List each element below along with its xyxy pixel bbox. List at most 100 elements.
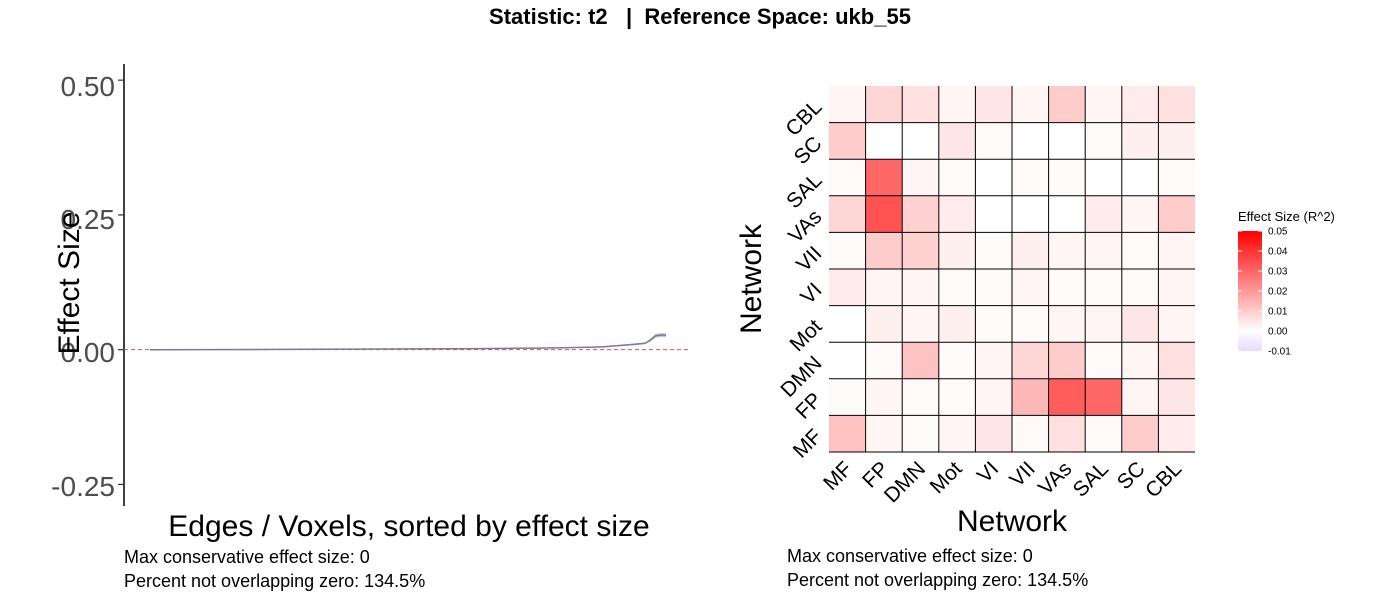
- heatmap-cell: [865, 305, 903, 343]
- heatmap-cell: [1012, 195, 1049, 233]
- heatmap-cell: [1085, 378, 1122, 416]
- heatmap-cell: [1121, 305, 1159, 343]
- y-tick-label: -0.25: [51, 471, 115, 502]
- y-tick-label: 0.50: [60, 71, 116, 102]
- heatmap-cell: [1158, 86, 1195, 123]
- heatmap-cell: [829, 195, 866, 233]
- heatmap-cell: [1048, 159, 1086, 196]
- effect-size-line: [149, 334, 666, 351]
- heatmap-cell: [865, 269, 903, 306]
- heatmap-y-tick-label: VII: [792, 242, 826, 276]
- legend-tick-label: 0.03: [1268, 267, 1288, 278]
- heatmap-cell: [1158, 122, 1195, 160]
- heatmap-cell: [1121, 86, 1159, 123]
- heatmap-cell: [1048, 232, 1086, 269]
- heatmap-x-tick-label: VI: [973, 457, 1003, 487]
- heatmap-cell: [1012, 305, 1049, 343]
- heatmap-cell: [938, 415, 976, 452]
- heatmap-cell: [902, 342, 939, 379]
- heatmap-cell: [865, 86, 903, 123]
- heatmap-cell: [1121, 269, 1159, 306]
- heatmap-cell: [975, 159, 1012, 196]
- heatmap-y-tick-label: DMN: [776, 352, 826, 402]
- heatmap-cell: [902, 269, 939, 306]
- heatmap-cell: [1121, 122, 1159, 160]
- heatmap-cell: [1121, 195, 1159, 233]
- heatmap-cell: [1121, 159, 1159, 196]
- heatmap-cell: [975, 195, 1012, 233]
- legend-title: Effect Size (R^2): [1238, 209, 1335, 224]
- heatmap-cell: [1121, 342, 1159, 379]
- heatmap-cell: [829, 305, 866, 343]
- heatmap-cell: [1012, 232, 1049, 269]
- legend-tick-label: -0.01: [1268, 347, 1291, 358]
- heatmap-cell: [1158, 269, 1195, 306]
- chart-title: Statistic: t2 | Reference Space: ukb_55: [489, 4, 911, 29]
- heatmap-cell: [975, 232, 1012, 269]
- legend-tick-label: 0.00: [1268, 327, 1288, 338]
- heatmap-x-tick-label: VII: [1005, 457, 1039, 491]
- heatmap-cell: [865, 415, 903, 452]
- heatmap-cell: [1158, 305, 1195, 343]
- heatmap-cell: [938, 305, 976, 343]
- heatmap-cell: [1085, 415, 1122, 452]
- heatmap-cell: [938, 232, 976, 269]
- heatmap-cell: [865, 195, 903, 233]
- heatmap-cell: [1085, 342, 1122, 379]
- heatmap-cell: [975, 415, 1012, 452]
- heatmap-x-tick-label: DMN: [880, 457, 930, 507]
- heatmap-y-tick-label: VAs: [784, 205, 826, 247]
- heatmap-cell: [1012, 86, 1049, 123]
- heatmap-cell: [938, 378, 976, 416]
- heatmap-cell: [938, 269, 976, 306]
- heatmap-cell: [1012, 378, 1049, 416]
- heatmap-cell: [938, 342, 976, 379]
- heatmap-x-tick-label: SAL: [1069, 457, 1113, 501]
- heatmap-cell: [829, 269, 866, 306]
- x-axis-title: Edges / Voxels, sorted by effect size: [168, 510, 650, 543]
- heatmap-y-tick-label: VI: [796, 279, 826, 309]
- heatmap-cell: [829, 342, 866, 379]
- legend-tick-label: 0.01: [1268, 307, 1288, 318]
- heatmap-cell: [1048, 195, 1086, 233]
- heatmap-percent-note: Percent not overlapping zero: 134.5%: [787, 570, 1089, 590]
- heatmap-cell: [1012, 159, 1049, 196]
- heatmap-x-axis-title: Network: [956, 505, 1068, 538]
- heatmap-cell: [902, 305, 939, 343]
- heatmap-cell: [902, 195, 939, 233]
- heatmap-cell: [865, 232, 903, 269]
- heatmap-cell: [1121, 232, 1159, 269]
- heatmap-cell: [938, 159, 976, 196]
- heatmap-cell: [829, 378, 866, 416]
- heatmap-cell: [902, 378, 939, 416]
- legend-tick-label: 0.05: [1268, 227, 1288, 238]
- heatmap-y-tick-label: SAL: [782, 169, 826, 213]
- heatmap-cell: [1158, 232, 1195, 269]
- heatmap-cell: [1158, 342, 1195, 379]
- heatmap-cell: [1085, 269, 1122, 306]
- heatmap-cell: [1085, 122, 1122, 160]
- heatmap-cell: [975, 269, 1012, 306]
- heatmap-cell: [938, 86, 976, 123]
- heatmap-x-tick-label: Mot: [926, 457, 967, 498]
- heatmap-cell: [902, 122, 939, 160]
- heatmap-cell: [1158, 195, 1195, 233]
- heatmap-y-axis-title: Network: [735, 223, 768, 335]
- heatmap-cell: [1048, 342, 1086, 379]
- heatmap-cell: [1085, 305, 1122, 343]
- y-tick-label: 0.25: [60, 204, 116, 235]
- heatmap-y-tick-label: MF: [789, 425, 827, 463]
- heatmap-cell: [1012, 342, 1049, 379]
- heatmap-cell: [865, 122, 903, 160]
- heatmap-cell: [1048, 415, 1086, 452]
- heatmap-cell: [975, 86, 1012, 123]
- heatmap-cell: [865, 159, 903, 196]
- heatmap-cell: [1085, 86, 1122, 123]
- line-plot-area: [118, 64, 690, 506]
- heatmap-cell: [1158, 159, 1195, 196]
- heatmap-cell: [1012, 415, 1049, 452]
- heatmap-cell: [1048, 305, 1086, 343]
- heatmap-cell: [1085, 232, 1122, 269]
- heatmap-x-tick-label: VAs: [1034, 457, 1076, 499]
